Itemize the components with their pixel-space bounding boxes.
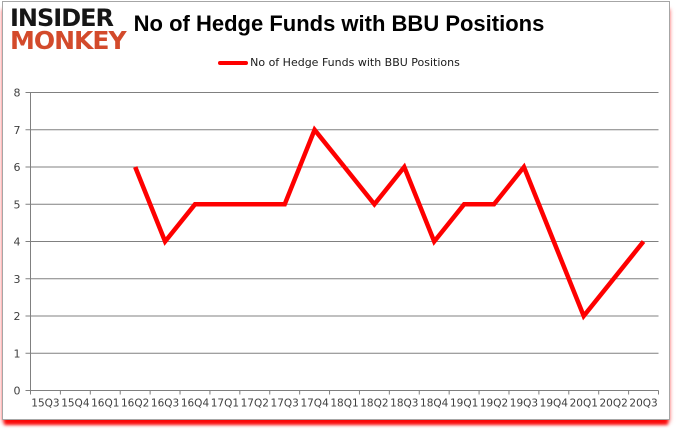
x-tick-label: 20Q1 [570,398,598,410]
x-tick-label: 18Q1 [330,398,358,410]
x-tick-label: 19Q2 [480,398,508,410]
x-tick-label: 19Q4 [540,398,569,410]
x-tick-label: 15Q3 [31,398,59,410]
x-tick-label: 16Q3 [151,398,179,410]
legend: No of Hedge Funds with BBU Positions [0,56,678,69]
logo-line2: MONKEY [10,26,127,56]
y-tick-label: 0 [14,385,21,398]
logo-line1: INSIDER [10,4,114,32]
y-tick-label: 4 [14,236,21,249]
x-tick-label: 17Q4 [300,398,329,410]
insider-monkey-logo: INSIDER MONKEY [10,4,127,56]
x-tick-label: 16Q2 [121,398,149,410]
x-tick-label: 15Q4 [61,398,90,410]
y-tick-label: 5 [14,198,21,211]
x-tick-label: 17Q3 [271,398,299,410]
legend-label: No of Hedge Funds with BBU Positions [250,56,460,69]
chart-card [2,1,670,420]
y-tick-label: 8 [14,87,21,100]
x-tick-label: 19Q1 [450,398,478,410]
x-tick-label: 20Q2 [599,398,627,410]
y-tick-label: 6 [14,161,21,174]
x-tick-label: 16Q4 [181,398,210,410]
y-tick-label: 3 [14,273,21,286]
x-tick-label: 18Q4 [420,398,449,410]
y-tick-label: 1 [14,347,21,360]
y-tick-label: 7 [14,124,21,137]
x-tick-label: 18Q2 [360,398,388,410]
chart-title: No of Hedge Funds with BBU Positions [133,11,545,36]
x-tick-label: 19Q3 [510,398,538,410]
legend-line-swatch [218,60,249,65]
x-tick-label: 16Q1 [91,398,119,410]
y-tick-label: 2 [14,310,21,323]
series-line [133,125,646,321]
x-tick-label: 20Q3 [629,398,657,410]
x-tick-label: 17Q2 [241,398,269,410]
x-tick-label: 18Q3 [390,398,418,410]
x-tick-label: 17Q1 [211,398,239,410]
